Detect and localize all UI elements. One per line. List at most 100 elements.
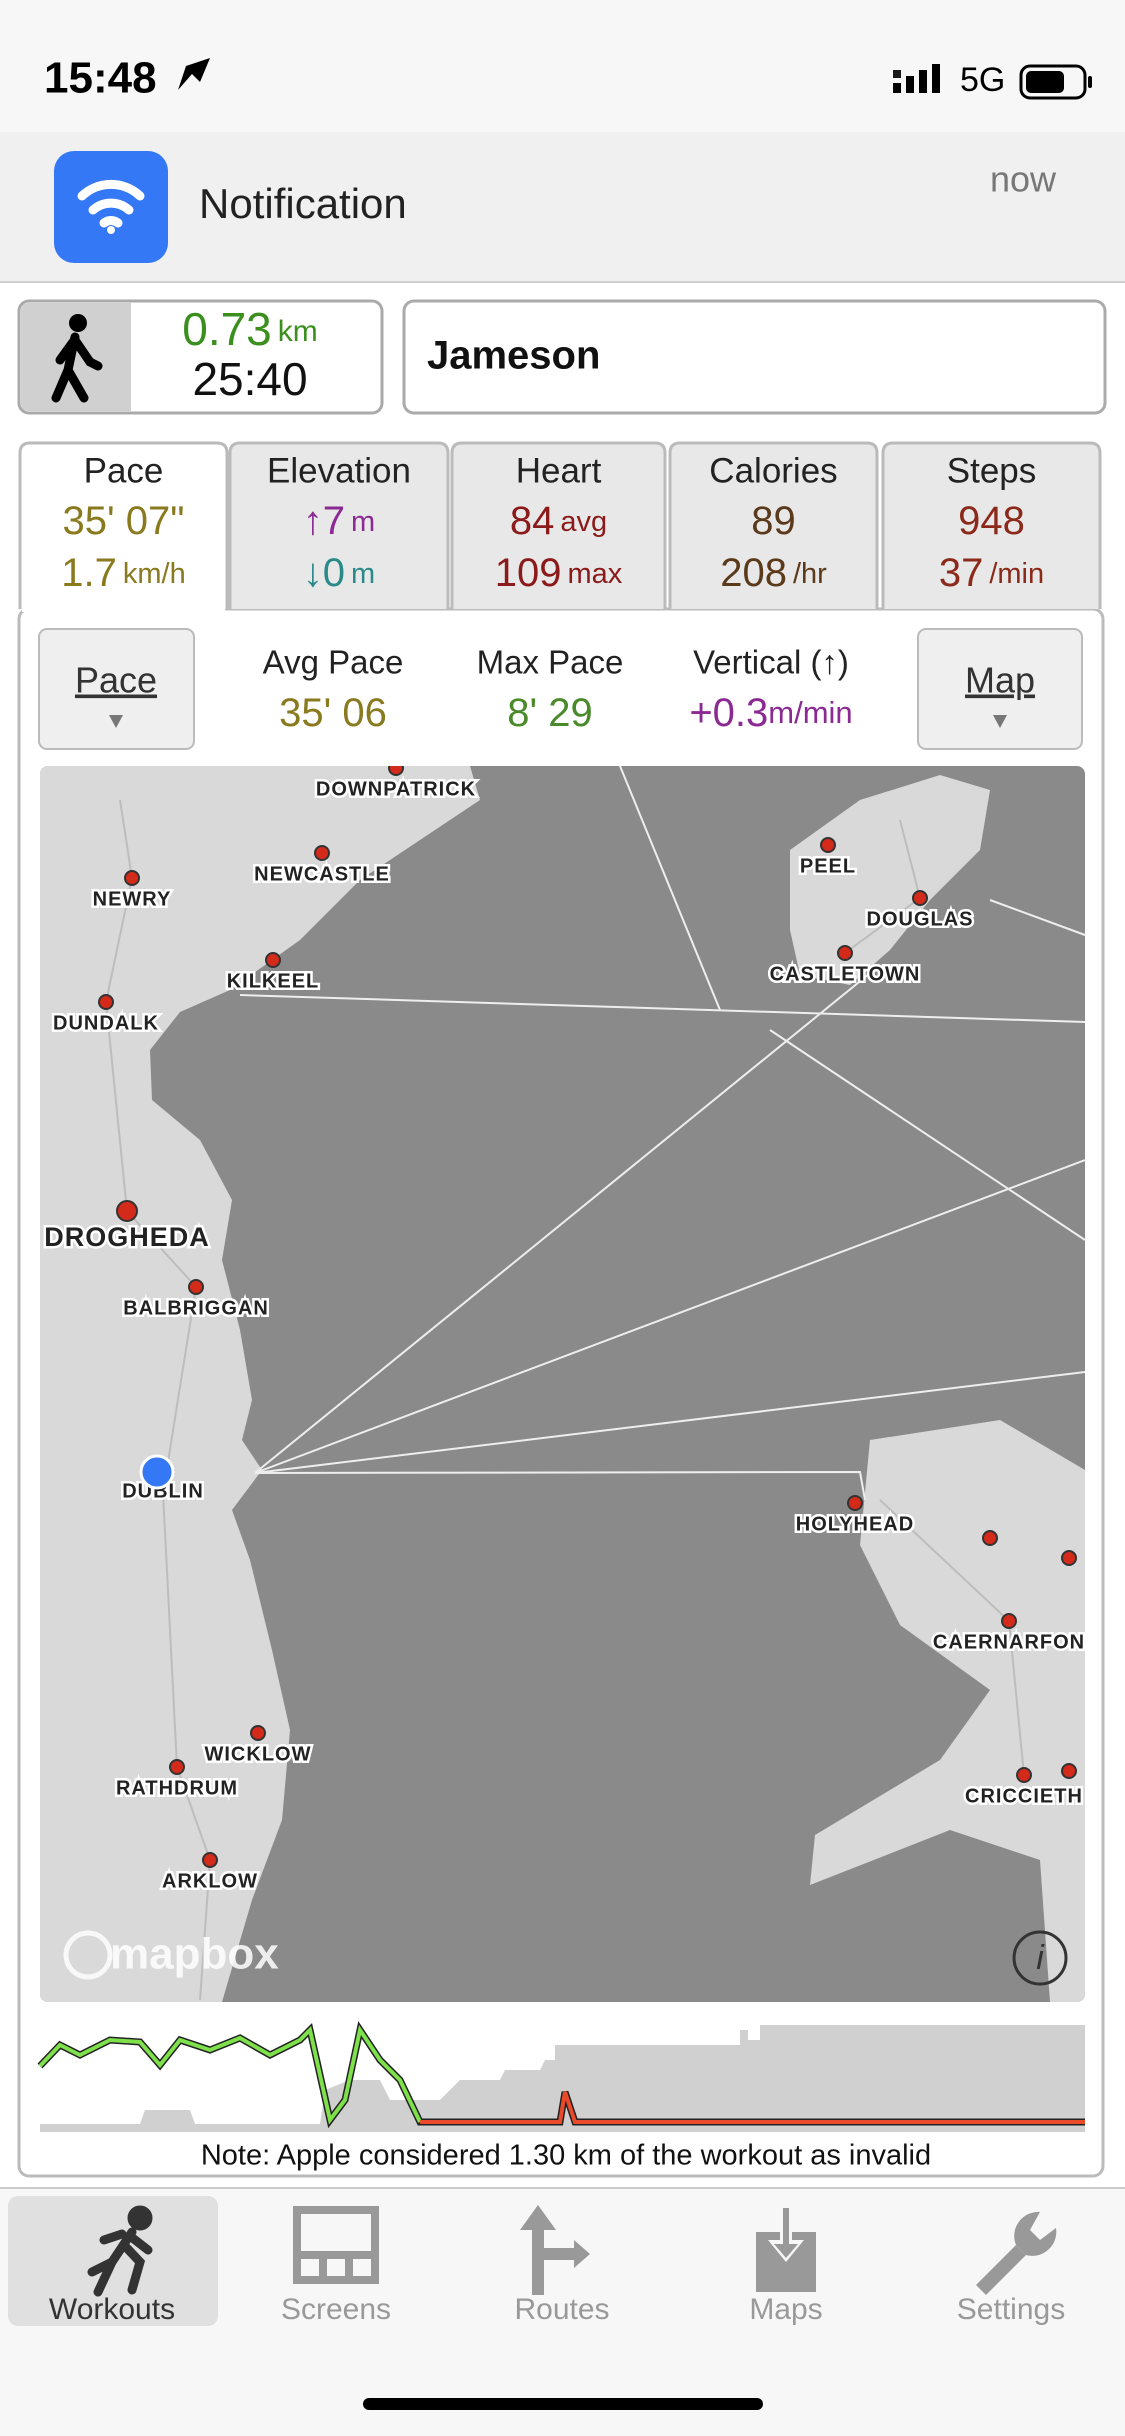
notification-banner[interactable]: [0, 132, 1125, 282]
place-label: CASTLETOWN: [770, 963, 921, 985]
map[interactable]: DOWNPATRICK NEWCASTLE NEWRY KILKEEL DUNDALK D…: [40, 761, 1085, 2002]
town-dot: [1061, 1550, 1077, 1566]
tab-label[interactable]: Calories: [709, 451, 837, 490]
value: 948: [958, 499, 1025, 543]
signal-icon: [893, 64, 940, 93]
tab-value: 109 max: [495, 551, 623, 595]
walker-icon: [51, 314, 103, 403]
place-label: NEWCASTLE: [254, 863, 390, 885]
tab[interactable]: [18, 441, 229, 609]
attribution: mapbox: [110, 1930, 279, 1979]
network-label: 5G: [960, 61, 1005, 99]
tab[interactable]: [668, 441, 879, 609]
unit: /min: [989, 558, 1044, 590]
distance-value: 0.73: [182, 303, 272, 355]
place-labels: DOWNPATRICK NEWCASTLE NEWRY KILKEEL DUNDALK D…: [42, 766, 1085, 1895]
place-label: CRICCIETH: [965, 1785, 1083, 1807]
tab-bar-labels: Workouts Screens Routes Maps Settings: [49, 2293, 1065, 2326]
stat-value: 35' 06: [279, 691, 387, 735]
wifi-dot: [107, 226, 115, 234]
notification-time: now: [990, 159, 1057, 200]
dropdown-arrow: [109, 715, 123, 728]
tab-value: 948: [958, 499, 1025, 543]
info-glyph[interactable]: i: [1036, 1939, 1045, 1977]
workout-name: Jameson: [427, 334, 600, 378]
battery-icon: [1019, 64, 1092, 100]
tab[interactable]: [228, 441, 450, 609]
tab-value: 89: [751, 499, 796, 543]
place-label: DROGHEDA: [44, 1222, 210, 1252]
town-dot: [847, 1495, 863, 1511]
town-dot: [98, 994, 114, 1010]
value: 35' 06: [279, 691, 387, 735]
tab-value: 35' 07": [63, 499, 185, 543]
distance: 0.73 km: [182, 303, 318, 355]
tab-value: 84 avg: [510, 499, 607, 543]
unit: km/h: [123, 558, 186, 590]
town-dot: [250, 1725, 266, 1741]
place-label: BALBRIGGAN: [123, 1297, 269, 1319]
duration: 25:40: [192, 353, 307, 405]
stat-label: Avg Pace: [263, 644, 404, 681]
user-location: [139, 1454, 175, 1490]
town-dot: [124, 870, 140, 886]
value: +0.3: [689, 691, 768, 735]
place-label: DUNDALK: [53, 1012, 159, 1034]
tab[interactable]: [450, 441, 667, 609]
town-dot: [388, 766, 404, 776]
left-button[interactable]: [38, 628, 195, 750]
place-label: WICKLOW: [205, 1743, 312, 1765]
unit: m/min: [768, 695, 852, 730]
place-label: PEEL: [800, 855, 856, 877]
ferry-routes: [239, 766, 1085, 1501]
dropdown-arrow: [993, 715, 1007, 728]
left-button-label[interactable]: Pace: [75, 660, 157, 701]
tab-bar-label[interactable]: Workouts: [49, 2293, 175, 2326]
town-dot: [912, 890, 928, 906]
value: 89: [751, 499, 796, 543]
place-label: ARKLOW: [162, 1870, 258, 1892]
value: 37: [939, 551, 984, 595]
tab-strip: Pace 35' 07" 1.7 km/h Elevation ↑7 m↓0 m Heart 84…: [18, 441, 1102, 612]
town-dot: [265, 952, 281, 968]
unit: m: [351, 558, 375, 590]
land-wales: [810, 1420, 1085, 2002]
stat-label: Max Pace: [477, 644, 624, 681]
tab-bar-label[interactable]: Routes: [514, 2293, 609, 2326]
tab-bar-label[interactable]: Screens: [281, 2293, 391, 2326]
town-dot: [1016, 1767, 1032, 1783]
status-bar: [0, 0, 1125, 132]
note: Note: Apple considered 1.30 km of the wo…: [201, 2140, 931, 2172]
profile-chart: [37, 2021, 1085, 2132]
tab-value: 1.7 km/h: [61, 551, 185, 595]
value: 84: [510, 499, 555, 543]
tab-label[interactable]: Elevation: [267, 451, 411, 490]
right-button[interactable]: [917, 628, 1083, 750]
tab-value: ↓0 m: [303, 551, 375, 595]
town-dot: [1001, 1613, 1017, 1629]
place-label: NEWRY: [93, 888, 172, 910]
town-dot: [1061, 1763, 1077, 1779]
info-button[interactable]: [1012, 1930, 1068, 1986]
tab-bar-label[interactable]: Maps: [749, 2293, 822, 2326]
town-dot: [314, 845, 330, 861]
tab-label[interactable]: Heart: [516, 451, 602, 490]
clock: 15:48: [44, 54, 157, 103]
land-ireland: [40, 766, 480, 2002]
tab-label[interactable]: Steps: [947, 451, 1037, 490]
tab-bar-label[interactable]: Settings: [957, 2293, 1065, 2326]
place-label: RATHDRUM: [116, 1777, 238, 1799]
tab-label[interactable]: Pace: [84, 451, 164, 490]
place-label: KILKEEL: [227, 970, 320, 992]
value: ↑7: [303, 499, 345, 543]
place-label: DOUGLAS: [867, 908, 974, 930]
tab[interactable]: [881, 441, 1102, 609]
place-label: HOLYHEAD: [796, 1513, 914, 1535]
name-box[interactable]: [402, 299, 1107, 415]
stats: Avg Pace 35' 06 Max Pace 8' 29 Vertical (↑) +…: [263, 644, 853, 735]
right-button-label[interactable]: Map: [965, 660, 1035, 701]
stat-value: 8' 29: [507, 691, 593, 735]
town-dot: [982, 1530, 998, 1546]
town-dot: [837, 945, 853, 961]
value: ↓0: [303, 551, 345, 595]
